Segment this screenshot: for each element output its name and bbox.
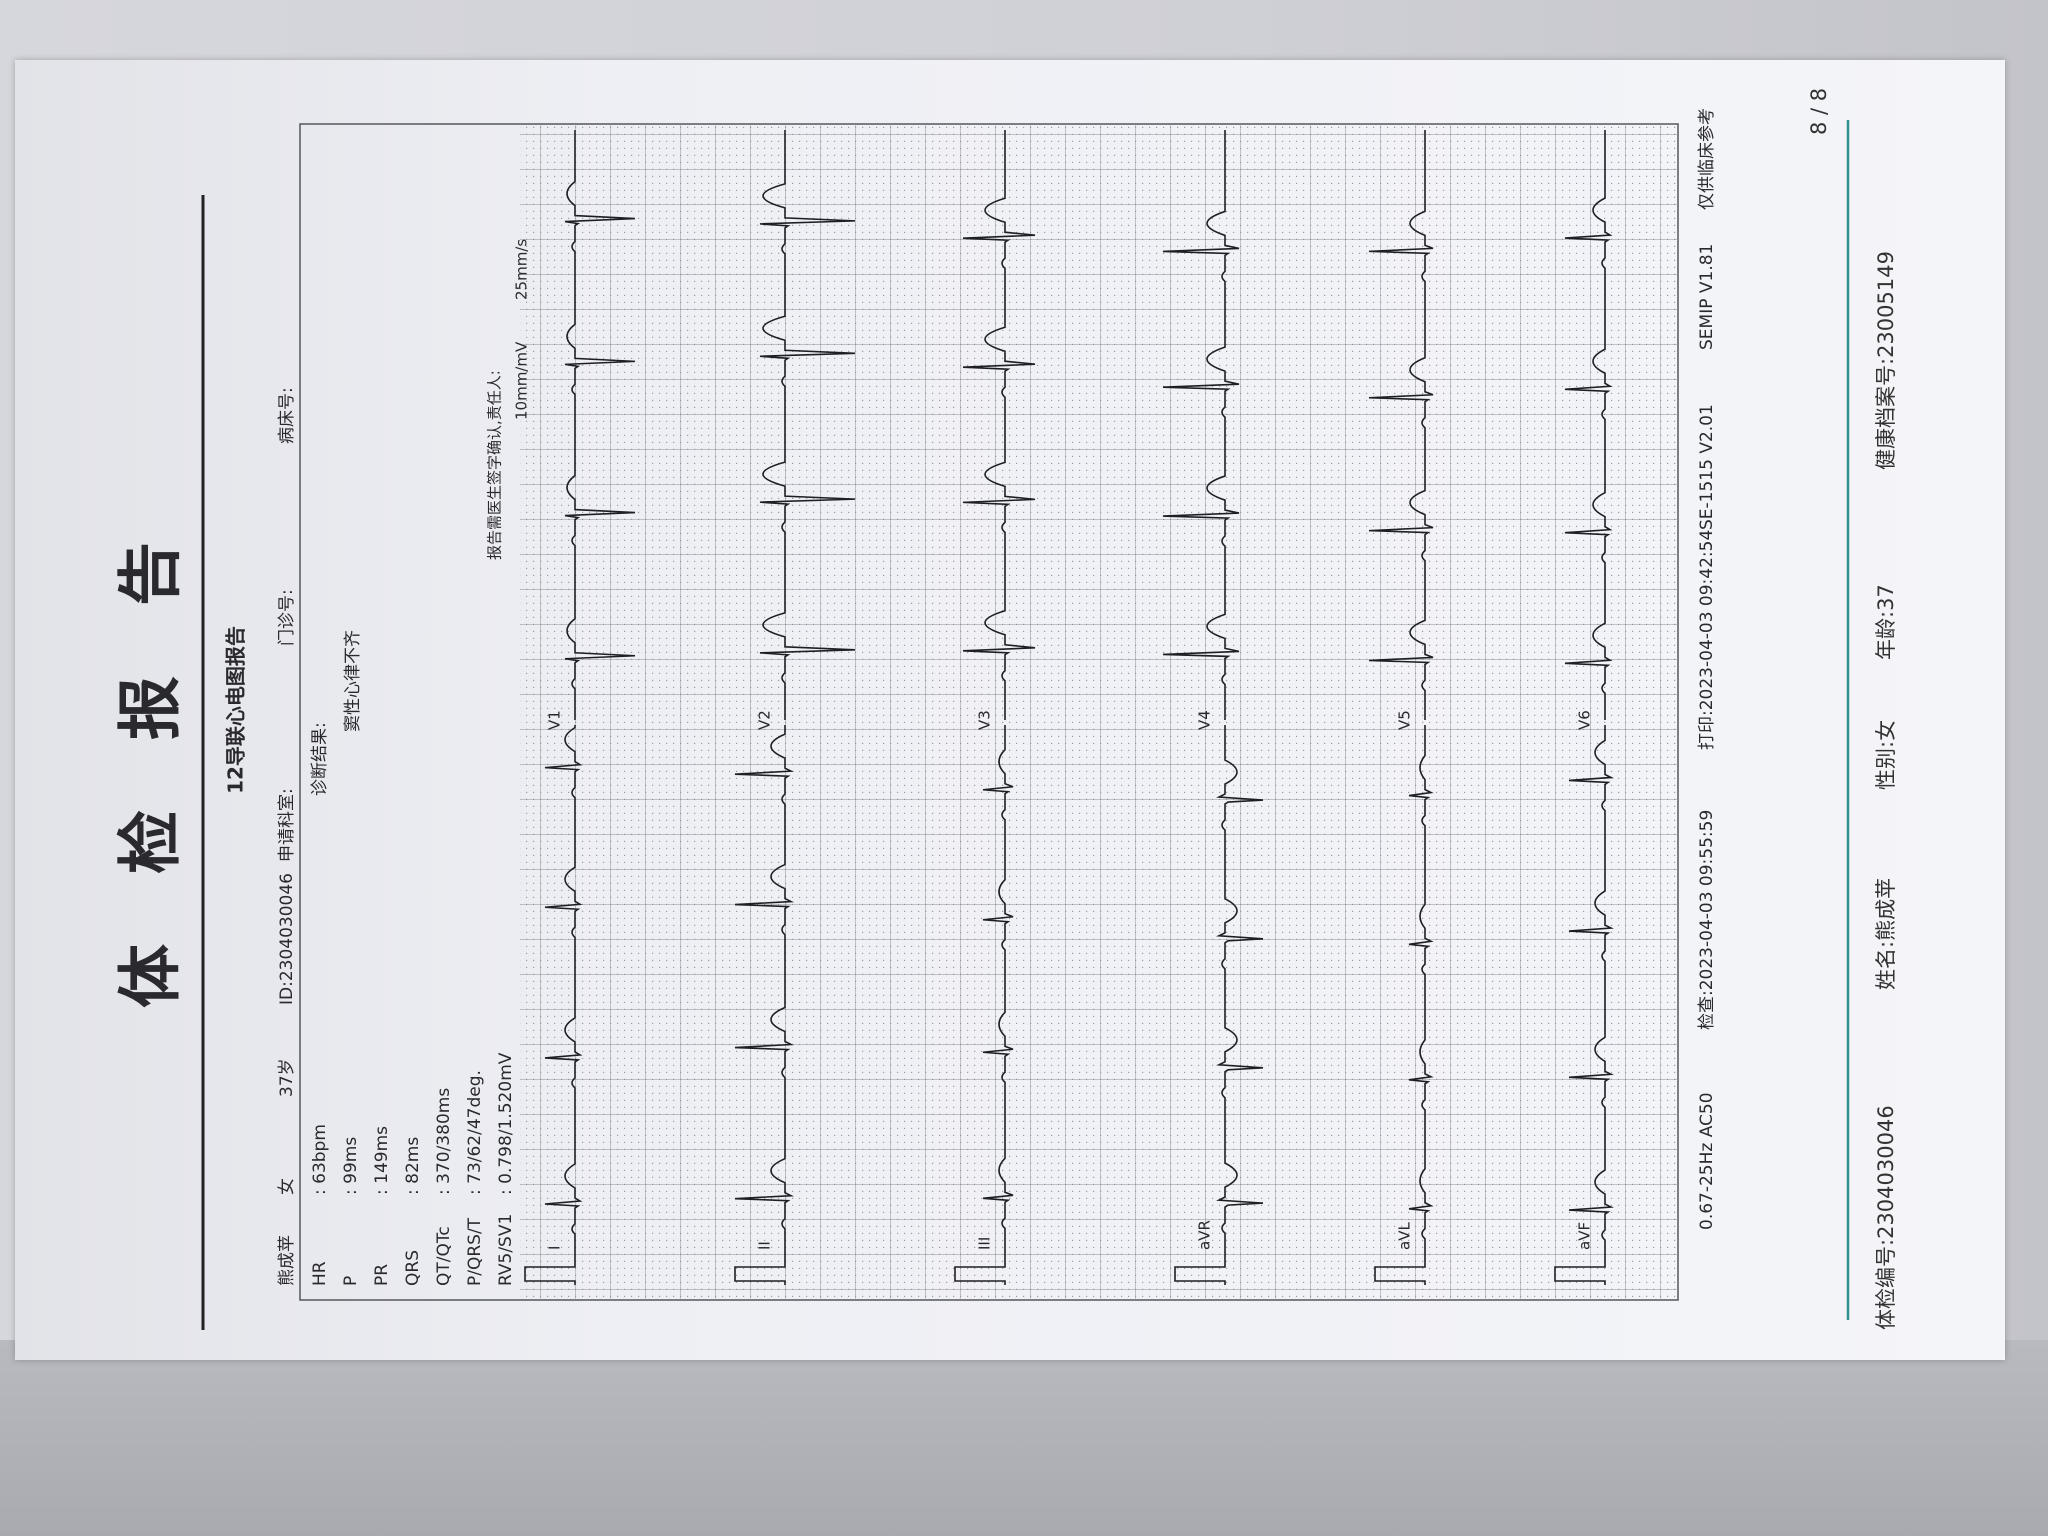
ecg-trace: [734, 725, 795, 1285]
clinical-note: 仅供临床参考: [1697, 108, 1717, 210]
diagnosis-label: 诊断结果:: [310, 722, 330, 796]
exam-no: 体检编号:2304030046: [1874, 1105, 1898, 1330]
speed: 25mm/s: [513, 239, 531, 300]
ecg-trace: [1162, 130, 1240, 720]
report-sheet: 体检报告 12导联心电图报告 熊成苹 女 37岁 ID:2304030046 申…: [115, 88, 1898, 1330]
book-edge: [0, 1340, 2048, 1536]
measure-value: : 149ms: [372, 1126, 392, 1195]
outpatient-no: 门诊号:: [277, 589, 297, 646]
ecg-trace: [954, 725, 1014, 1285]
measure-label: RV5/SV1: [496, 1214, 516, 1286]
measure-label: P: [341, 1276, 361, 1286]
report-page: 体检报告 12导联心电图报告 熊成苹 女 37岁 ID:2304030046 申…: [15, 60, 2005, 1360]
ecg-trace: [962, 130, 1036, 720]
measure-label: P/QRS/T: [465, 1217, 485, 1286]
filter: 0.67-25Hz AC50: [1697, 1092, 1717, 1230]
measure-label: QRS: [403, 1250, 423, 1286]
gain: 10mm/mV: [513, 341, 531, 420]
lead-label: II: [756, 1241, 774, 1250]
measure-value: : 370/380ms: [434, 1088, 454, 1195]
footer-age: 年龄:37: [1874, 584, 1898, 660]
measure-label: PR: [372, 1264, 392, 1286]
lead-label: V5: [1396, 710, 1414, 730]
lead-label: V6: [1576, 710, 1594, 730]
diagnosis-text: 窦性心律不齐: [343, 630, 363, 732]
ecg-trace: [524, 725, 583, 1285]
report-subtitle: 12导联心电图报告: [224, 626, 248, 794]
measurements: HR : 63bpm P : 99ms PR : 149ms QRS : 82ms QT/QTc…: [310, 1052, 516, 1286]
patient-name: 熊成苹: [277, 1235, 297, 1286]
ecg-trace: [1174, 725, 1264, 1285]
record-no: 健康档案号:23005149: [1874, 251, 1898, 470]
lead-label: aVR: [1196, 1220, 1214, 1250]
software: SEMIP V1.81: [1697, 244, 1717, 350]
patient-age: 37岁: [277, 1058, 297, 1097]
ecg-trace: [1374, 725, 1434, 1285]
lead-label: V3: [976, 710, 994, 730]
patient-id: ID:2304030046: [277, 873, 297, 1005]
ecg-trace: [1554, 725, 1614, 1285]
print-time: 打印:2023-04-03 09:42:54: [1697, 530, 1717, 750]
measure-value: : 63bpm: [310, 1124, 330, 1195]
page-number: 8 / 8: [1807, 88, 1831, 135]
measure-label: HR: [310, 1261, 330, 1286]
signature-note: 报告需医生签字确认,责任人:: [486, 370, 504, 560]
measure-value: : 99ms: [341, 1137, 361, 1195]
lead-label: aVF: [1576, 1222, 1594, 1250]
measure-label: QT/QTc: [434, 1226, 454, 1286]
ecg-trace: [1368, 130, 1434, 720]
patient-sex: 女: [277, 1178, 297, 1195]
department: 申请科室:: [277, 788, 297, 862]
lead-label: aVL: [1396, 1222, 1414, 1250]
measure-value: : 82ms: [403, 1137, 423, 1195]
device-model: SE-1515 V2.01: [1697, 404, 1717, 530]
report-title: 体检报告: [115, 472, 189, 1008]
ecg-trace: [759, 130, 856, 720]
lead-label: V2: [756, 710, 774, 730]
footer-name: 姓名:熊成苹: [1874, 878, 1898, 990]
lead-label: III: [976, 1237, 994, 1250]
lead-label: V1: [546, 710, 564, 730]
lead-label: V4: [1196, 710, 1214, 730]
lead-label: I: [546, 1246, 564, 1250]
ecg-trace: [564, 130, 636, 720]
ecg-grid: [520, 124, 1678, 1300]
ecg-trace: [1564, 130, 1613, 720]
exam-time: 检查:2023-04-03 09:55:59: [1697, 810, 1717, 1030]
measure-value: : 0.798/1.520mV: [496, 1052, 516, 1195]
bed-no: 病床号:: [277, 387, 297, 444]
measure-value: : 73/62/47deg.: [465, 1070, 485, 1195]
footer-sex: 性别:女: [1874, 720, 1898, 790]
